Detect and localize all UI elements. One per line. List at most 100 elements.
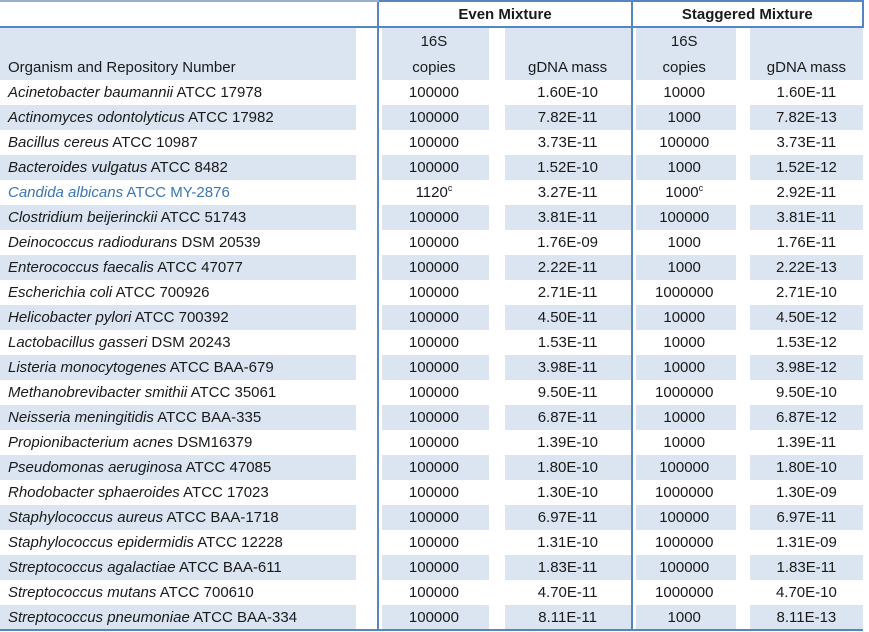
even-gdna-mass-value: 1.30E-10 — [537, 484, 599, 501]
spacer-cell — [356, 180, 379, 205]
organism-name: Acinetobacter baumannii — [8, 84, 174, 101]
repository-number: ATCC 17978 — [176, 84, 263, 101]
table-row: Enterococcus faecalis ATCC 47077 100000 … — [0, 255, 863, 280]
table-row: Clostridium beijerinckii ATCC 51743 1000… — [0, 205, 863, 230]
spacer-cell — [356, 27, 379, 80]
even-gdna-mass-value: 2.71E-11 — [537, 284, 598, 301]
staggered-gdna-mass-label: gDNA mass — [766, 58, 846, 76]
even-gdna-mass-cell: 6.97E-11 — [504, 505, 632, 530]
staggered-16s-copies-value: 10000 — [663, 84, 706, 101]
spacer-cell — [356, 455, 379, 480]
even-gdna-mass-cell: 1.60E-10 — [504, 80, 632, 105]
even-gdna-mass-value: 1.80E-10 — [537, 459, 599, 476]
organism-name: Rhodobacter sphaeroides — [8, 484, 180, 501]
spacer-cell — [356, 430, 379, 455]
even-gdna-mass-cell: 4.50E-11 — [504, 305, 632, 330]
staggered-gdna-mass-cell: 4.50E-12 — [749, 305, 863, 330]
even-16s-copies-value: 100000 — [408, 559, 459, 576]
repository-number: ATCC BAA-335 — [157, 409, 262, 426]
spacer-cell — [488, 530, 505, 555]
even-gdna-mass-value: 4.70E-11 — [537, 584, 598, 601]
staggered-16s-copies-value: 1000 — [667, 259, 701, 276]
staggered-16s-copies-cell: 100000 — [630, 205, 736, 230]
spacer-cell — [735, 105, 750, 130]
spacer-cell — [735, 480, 750, 505]
even-16s-label: 16S — [420, 32, 448, 50]
organism-cell: Acinetobacter baumannii ATCC 17978 — [0, 80, 357, 105]
spacer-cell — [356, 505, 379, 530]
even-16s-copies-cell: 100000 — [377, 255, 489, 280]
spacer-cell — [356, 255, 379, 280]
spacer-cell — [356, 530, 379, 555]
staggered-gdna-mass-value: 3.81E-11 — [776, 209, 837, 226]
staggered-gdna-mass-cell: 3.73E-11 — [749, 130, 863, 155]
footnote-marker: c — [698, 183, 704, 193]
staggered-16s-copies-cell: 10000 — [630, 355, 736, 380]
staggered-16s-copies-cell: 10000 — [630, 430, 736, 455]
organism-cell: Propionibacterium acnes DSM16379 — [0, 430, 357, 455]
staggered-16s-label: 16S — [670, 32, 698, 50]
staggered-gdna-mass-cell: 1.76E-11 — [749, 230, 863, 255]
even-gdna-mass-cell: 9.50E-11 — [504, 380, 632, 405]
table-row: Escherichia coli ATCC 700926 100000 2.71… — [0, 280, 863, 305]
spacer-cell — [356, 205, 379, 230]
even-gdna-mass-cell: 7.82E-11 — [504, 105, 632, 130]
even-gdna-mass-cell: 1.80E-10 — [504, 455, 632, 480]
organism-cell: Streptococcus agalactiae ATCC BAA-611 — [0, 555, 357, 580]
table-row: Deinococcus radiodurans DSM 20539 100000… — [0, 230, 863, 255]
repository-number: ATCC BAA-334 — [193, 608, 298, 626]
staggered-gdna-mass-cell: 1.52E-12 — [749, 155, 863, 180]
table-row: Helicobacter pylori ATCC 700392 100000 4… — [0, 305, 863, 330]
organism-name: Staphylococcus epidermidis — [8, 534, 194, 551]
repository-number: ATCC 12228 — [197, 534, 283, 551]
spacer-cell — [488, 230, 505, 255]
spacer-cell — [488, 580, 505, 605]
spacer-cell — [735, 380, 750, 405]
spacer-cell — [488, 155, 505, 180]
staggered-gdna-mass-value: 1.76E-11 — [776, 234, 837, 251]
table-row: Staphylococcus aureus ATCC BAA-1718 1000… — [0, 505, 863, 530]
organism-name: Helicobacter pylori — [8, 309, 132, 326]
table-row: Staphylococcus epidermidis ATCC 12228 10… — [0, 530, 863, 555]
spacer-cell — [735, 455, 750, 480]
staggered-16s-copies-value: 100000 — [659, 459, 710, 476]
staggered-gdna-mass-cell: 6.87E-12 — [749, 405, 863, 430]
organism-cell: Streptococcus pneumoniae ATCC BAA-334 — [0, 605, 357, 630]
staggered-16s-copies-column-header: 16S copies — [630, 27, 736, 80]
staggered-16s-copies-cell: 10000 — [630, 330, 736, 355]
staggered-gdna-mass-value: 1.60E-11 — [776, 84, 837, 101]
organism-name: Bacteroides vulgatus — [8, 159, 148, 176]
even-gdna-mass-value: 1.60E-10 — [537, 84, 599, 101]
staggered-16s-copies-value: 10000 — [663, 409, 706, 426]
spacer-cell — [356, 80, 379, 105]
spacer-cell — [488, 380, 505, 405]
spacer-cell — [735, 505, 750, 530]
even-gdna-mass-value: 1.53E-11 — [537, 334, 598, 351]
even-gdna-mass-cell: 1.76E-09 — [504, 230, 632, 255]
even-gdna-mass-cell: 4.70E-11 — [504, 580, 632, 605]
even-16s-copies-cell: 100000 — [377, 205, 489, 230]
staggered-gdna-mass-value: 1.83E-11 — [776, 559, 837, 576]
spacer-cell — [488, 330, 505, 355]
organism-cell: Streptococcus mutans ATCC 700610 — [0, 580, 357, 605]
staggered-gdna-mass-value: 4.50E-12 — [775, 309, 837, 326]
organism-name: Streptococcus mutans — [8, 584, 157, 601]
table-row: Methanobrevibacter smithii ATCC 35061 10… — [0, 380, 863, 405]
spacer-cell — [488, 305, 505, 330]
staggered-16s-copies-cell: 1000c — [630, 180, 736, 205]
even-16s-copies-cell: 100000 — [377, 230, 489, 255]
organism-name: Methanobrevibacter smithii — [8, 384, 188, 401]
staggered-16s-copies-cell: 100000 — [630, 130, 736, 155]
staggered-16s-copies-cell: 1000000 — [630, 380, 736, 405]
table-row: Bacillus cereus ATCC 10987 100000 3.73E-… — [0, 130, 863, 155]
repository-number: ATCC 51743 — [160, 209, 247, 226]
even-16s-copies-value: 100000 — [408, 84, 459, 101]
organism-cell: Listeria monocytogenes ATCC BAA-679 — [0, 355, 357, 380]
staggered-gdna-mass-value: 6.87E-12 — [775, 409, 837, 426]
organism-cell: Helicobacter pylori ATCC 700392 — [0, 305, 357, 330]
spacer-cell — [488, 505, 505, 530]
organism-name: Neisseria meningitidis — [8, 409, 154, 426]
organism-name: Clostridium beijerinckii — [8, 209, 158, 226]
even-gdna-mass-value: 4.50E-11 — [537, 309, 598, 326]
even-16s-copies-cell: 100000 — [377, 605, 489, 630]
